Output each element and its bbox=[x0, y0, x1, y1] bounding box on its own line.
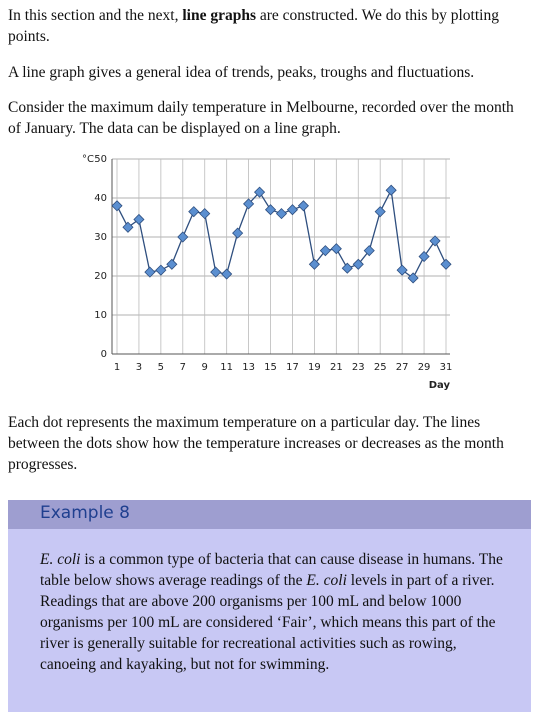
y-tick-label: 40 bbox=[94, 193, 107, 204]
italic-text: E. coli bbox=[306, 572, 347, 589]
data-point bbox=[232, 227, 244, 239]
data-point bbox=[374, 206, 386, 218]
data-point bbox=[254, 186, 266, 198]
data-point bbox=[122, 221, 134, 233]
data-point bbox=[144, 266, 156, 278]
x-tick-label: 1 bbox=[114, 362, 120, 373]
data-point bbox=[418, 250, 430, 263]
x-tick-label: 21 bbox=[330, 362, 343, 373]
text: is a common type of bacteria that can ca… bbox=[40, 551, 503, 589]
example-text: E. coli is a common type of bacteria tha… bbox=[40, 549, 510, 675]
x-tick-label: 17 bbox=[286, 362, 299, 373]
x-tick-label: 5 bbox=[158, 362, 164, 373]
text: levels in part of a river. Readings that… bbox=[40, 572, 496, 673]
y-tick-label: 30 bbox=[94, 232, 107, 243]
data-point bbox=[363, 245, 375, 257]
data-point bbox=[429, 235, 441, 247]
paragraph: Consider the maximum daily temperature i… bbox=[8, 99, 514, 137]
data-point bbox=[385, 184, 397, 196]
data-point bbox=[133, 213, 145, 226]
text: In this section and the next, bbox=[8, 7, 183, 24]
data-point bbox=[155, 264, 167, 276]
x-tick-label: 27 bbox=[396, 362, 409, 373]
example-body: E. coli is a common type of bacteria tha… bbox=[8, 529, 531, 712]
data-point bbox=[199, 208, 211, 220]
data-point bbox=[210, 266, 222, 278]
data-point bbox=[297, 200, 309, 212]
x-axis-label: Day bbox=[429, 380, 451, 391]
data-point bbox=[275, 208, 288, 220]
data-point bbox=[264, 204, 277, 216]
x-tick-label: 7 bbox=[180, 362, 186, 373]
x-tick-label: 15 bbox=[264, 362, 277, 373]
data-point bbox=[286, 204, 299, 216]
y-tick-label: 0 bbox=[101, 349, 107, 360]
bold-text: line graphs bbox=[182, 7, 256, 24]
x-tick-label: 19 bbox=[308, 362, 321, 373]
y-tick-label: 50 bbox=[94, 154, 107, 165]
data-point bbox=[319, 245, 331, 257]
x-tick-label: 11 bbox=[220, 362, 233, 373]
data-point bbox=[440, 258, 452, 270]
data-line bbox=[116, 188, 447, 279]
x-tick-label: 31 bbox=[440, 362, 453, 373]
y-tick-label: 20 bbox=[94, 271, 107, 282]
data-point bbox=[111, 200, 123, 212]
example-header: Example 8 bbox=[8, 500, 531, 529]
data-point bbox=[352, 258, 364, 270]
x-tick-label: 29 bbox=[418, 362, 431, 373]
x-tick-label: 9 bbox=[202, 362, 208, 373]
italic-text: E. coli bbox=[40, 551, 81, 568]
x-tick-label: 3 bbox=[136, 362, 142, 373]
x-tick-label: 13 bbox=[242, 362, 255, 373]
y-axis-label: °C bbox=[82, 154, 94, 165]
data-point bbox=[330, 243, 342, 255]
data-point bbox=[308, 258, 320, 270]
paragraph: Each dot represents the maximum temperat… bbox=[8, 414, 504, 473]
paragraph: In this section and the next, line graph… bbox=[8, 5, 528, 47]
data-point bbox=[177, 231, 189, 243]
example-title: Example 8 bbox=[40, 503, 130, 523]
x-tick-label: 23 bbox=[352, 362, 365, 373]
data-point bbox=[396, 264, 408, 276]
data-point bbox=[243, 198, 255, 210]
data-point bbox=[166, 258, 178, 270]
data-point bbox=[341, 262, 353, 274]
y-tick-label: 10 bbox=[94, 310, 107, 321]
paragraph: A line graph gives a general idea of tre… bbox=[8, 64, 475, 81]
x-tick-label: 25 bbox=[374, 362, 387, 373]
data-point bbox=[407, 272, 419, 284]
text: are constructed. We do this by plotting … bbox=[8, 7, 499, 45]
data-point bbox=[188, 206, 200, 218]
data-point bbox=[221, 268, 233, 280]
